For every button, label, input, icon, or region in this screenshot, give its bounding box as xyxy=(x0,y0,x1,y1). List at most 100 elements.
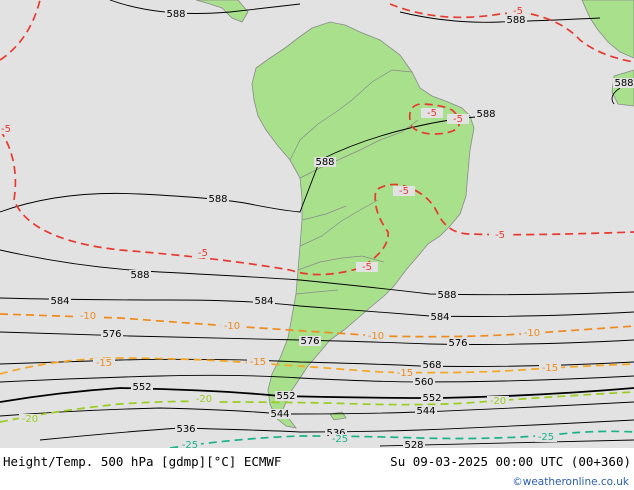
country-borders xyxy=(289,69,419,295)
height-contour-label: 576 xyxy=(448,338,467,349)
height-contour-label: 588 xyxy=(506,15,525,26)
height-contour-label: 568 xyxy=(422,360,441,371)
temp-label-bg xyxy=(179,440,201,450)
height-label-bg xyxy=(101,329,123,339)
temperature-isotherm-label: -10 xyxy=(80,311,96,322)
height-contour-label: 552 xyxy=(422,393,441,404)
temp-label-bg xyxy=(521,328,543,338)
height-label-bg xyxy=(275,391,297,401)
temperature-isotherm-label: -15 xyxy=(250,357,266,368)
height-contour-label: 560 xyxy=(414,377,433,388)
temperature-isotherm-label: -15 xyxy=(397,368,413,379)
temperature-isotherm-label: -10 xyxy=(224,321,240,332)
temp-label-bg xyxy=(93,358,115,368)
height-contour-label: 584 xyxy=(50,296,69,307)
temperature-isotherm-label: -5 xyxy=(495,230,505,241)
map-title: Height/Temp. 500 hPa [gdmp][°C] ECMWF xyxy=(3,454,281,469)
height-label-bg xyxy=(49,296,71,306)
height-labels: 588 588 588 588 588 588 588 588 584 584 584 576 576 5… xyxy=(49,9,634,451)
height-contour-label: 552 xyxy=(132,382,151,393)
temp-label-bg xyxy=(539,363,561,373)
temperature-isotherm-label: -20 xyxy=(196,394,212,405)
height-contour-label: 536 xyxy=(176,424,195,435)
temperature-isotherm-label: -5 xyxy=(453,114,463,125)
height-label-bg xyxy=(165,9,187,19)
temp-label-bg xyxy=(394,368,416,378)
temperature-isotherm-label: -5 xyxy=(513,6,523,17)
height-contour-label: 588 xyxy=(166,9,185,20)
height-label-bg xyxy=(436,290,458,300)
height-label-bg xyxy=(447,338,469,348)
height-contour-label: 588 xyxy=(208,194,227,205)
temp-label-bg xyxy=(221,321,243,331)
temp-label-bg xyxy=(507,6,529,16)
temperature-isotherm-label: -15 xyxy=(542,363,558,374)
height-contour-label: 544 xyxy=(416,406,435,417)
temp-label-bg xyxy=(487,396,509,406)
height-contour-label: 576 xyxy=(300,336,319,347)
height-contour-label: 576 xyxy=(102,329,121,340)
central-america xyxy=(195,0,249,23)
temp-label-bg xyxy=(0,124,17,134)
temperature-labels: -5 -5 -5 -5 -5 -5 -5 -5 -10 -10 -10 -10 -15 -15 -15 -15… xyxy=(0,6,561,451)
height-contour-label: 544 xyxy=(270,409,289,420)
footer-background xyxy=(0,448,634,490)
height-label-bg xyxy=(269,409,291,419)
temp-label-bg xyxy=(535,432,557,442)
height-contour-label: 588 xyxy=(315,157,334,168)
height-contour-label: 584 xyxy=(254,296,273,307)
temp-label-bg xyxy=(77,311,99,321)
temperature-isotherm-label: -5 xyxy=(399,186,409,197)
temperature-isotherm-label: -5 xyxy=(1,124,11,135)
valid-time: Su 09-03-2025 00:00 UTC (00+360) xyxy=(390,454,631,469)
height-label-bg xyxy=(314,157,336,167)
temp-label-bg xyxy=(447,114,469,124)
temperature-isotherm-label: -5 xyxy=(427,108,437,119)
height-label-bg xyxy=(475,109,497,119)
temperature-isotherm-label: -25 xyxy=(538,432,554,443)
height-label-bg xyxy=(429,312,451,322)
temp-label-bg xyxy=(365,331,387,341)
height-contour-label: 528 xyxy=(404,440,423,451)
height-label-bg xyxy=(129,270,151,280)
height-label-bg xyxy=(415,406,437,416)
temp-label-bg xyxy=(393,186,415,196)
credit-link[interactable]: ©weatheronline.co.uk xyxy=(512,476,630,488)
temperature-isotherm-label: -20 xyxy=(490,396,506,407)
height-contour-label: 588 xyxy=(476,109,495,120)
height-label-bg xyxy=(421,393,443,403)
temperature-isotherm-label: -10 xyxy=(368,331,384,342)
temperature-isotherm-label: -25 xyxy=(332,434,348,445)
height-label-bg xyxy=(325,428,347,438)
height-label-bg xyxy=(403,440,425,450)
temperature-isotherm-label: -20 xyxy=(22,414,38,425)
height-label-bg xyxy=(299,336,321,346)
temp-label-bg xyxy=(192,248,214,258)
temp-label-bg xyxy=(329,434,351,444)
temp-label-bg xyxy=(247,357,269,367)
temperature-isotherm-label: -5 xyxy=(362,262,372,273)
height-contour-label: 552 xyxy=(276,391,295,402)
temperature-isotherm-label: -25 xyxy=(182,440,198,451)
height-contour-label: 536 xyxy=(326,428,345,439)
height-contour-label: 588 xyxy=(130,270,149,281)
height-contour-label: 584 xyxy=(430,312,449,323)
caribbean-island-east xyxy=(581,0,634,59)
temp-label-bg xyxy=(19,414,41,424)
temperature-isotherm-label: -15 xyxy=(96,358,112,369)
temp-label-bg xyxy=(356,262,378,272)
height-label-bg xyxy=(175,424,197,434)
height-contour-label: 588 xyxy=(437,290,456,301)
temperature-isotherm-label: -10 xyxy=(524,328,540,339)
temp-label-bg xyxy=(193,394,215,404)
temp-label-bg xyxy=(489,230,511,240)
height-label-bg xyxy=(413,377,435,387)
height-label-bg xyxy=(421,360,443,370)
height-label-bg xyxy=(613,78,634,88)
height-label-bg xyxy=(505,15,527,25)
height-label-bg xyxy=(207,194,229,204)
height-contour-label: 588 xyxy=(614,78,633,89)
temperature-isotherm-label: -5 xyxy=(198,248,208,259)
height-label-bg xyxy=(131,382,153,392)
